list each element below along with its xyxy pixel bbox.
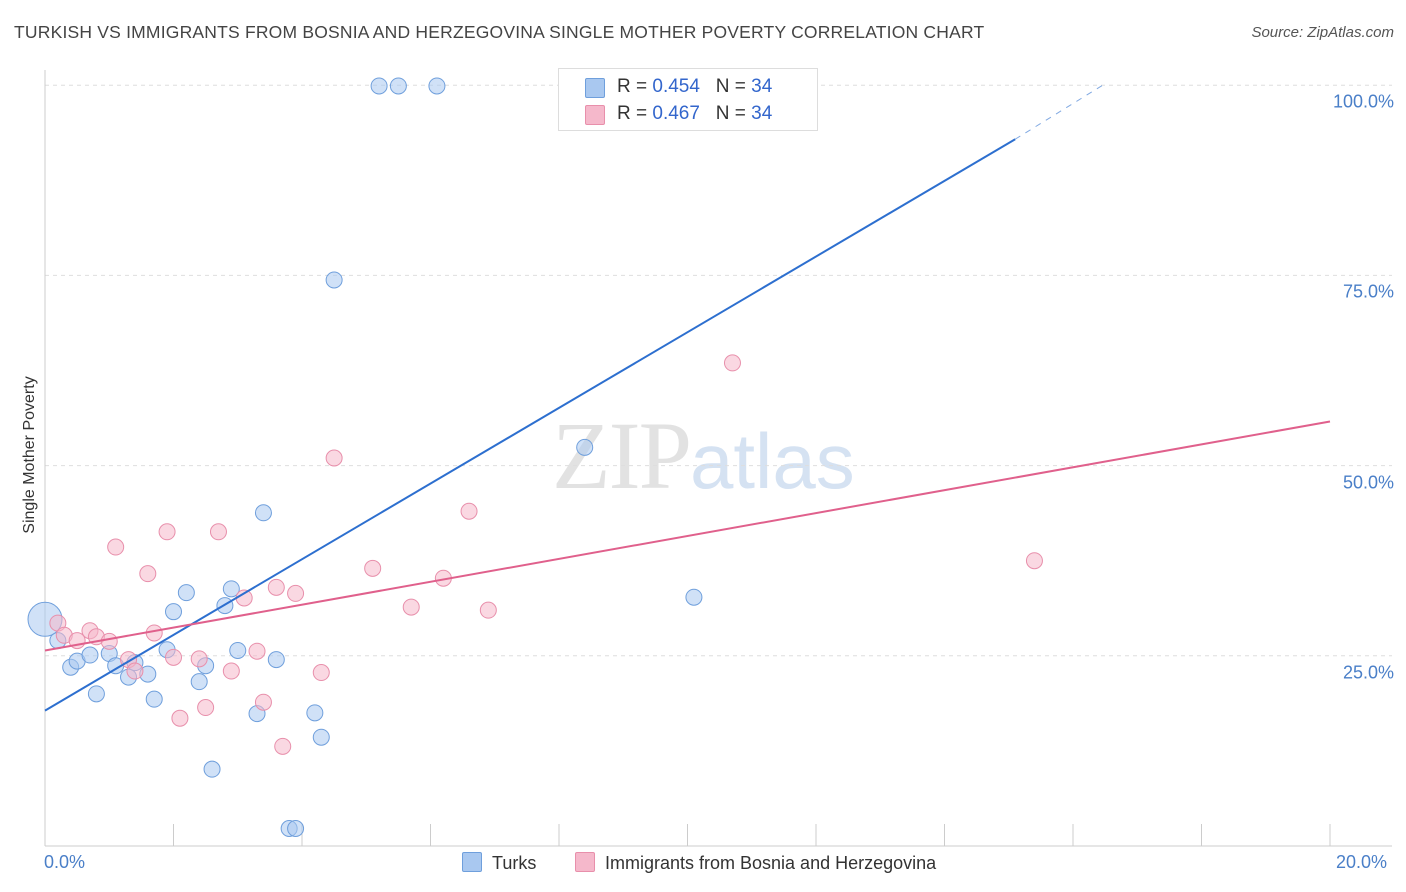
bosnia-point (460, 502, 478, 520)
bosnia-point (100, 632, 118, 650)
x-tick-label-max: 20.0% (1336, 852, 1388, 872)
n-value: 34 (751, 76, 773, 97)
legend-label-bosnia: Immigrants from Bosnia and Herzegovina (605, 853, 937, 873)
n-label: N = (715, 76, 752, 97)
y-axis-label: Single Mother Poverty (21, 376, 38, 534)
bosnia-point (287, 584, 305, 602)
turks-point (203, 760, 221, 778)
n-value: 34 (751, 103, 773, 124)
bosnia-point (171, 709, 189, 727)
watermark: ZIPatlas (552, 400, 855, 511)
y-tick-label: 50.0% (1342, 472, 1394, 493)
y-tick-label: 75.0% (1342, 281, 1394, 302)
bosnia-swatch (585, 105, 605, 125)
r-label: R = (617, 103, 653, 124)
bosnia-point (126, 662, 144, 680)
r-label: R = (617, 76, 653, 97)
legend-label-turks: Turks (492, 853, 537, 873)
turks-point (229, 641, 247, 659)
bosnia-point (165, 648, 182, 666)
bosnia-point (222, 662, 240, 680)
bosnia-point (267, 578, 285, 596)
turks-point (287, 820, 305, 838)
turks-swatch (585, 78, 605, 98)
bosnia-point (402, 598, 420, 616)
turks-point (81, 646, 99, 664)
turks-trend-line (44, 138, 1016, 712)
n-label: N = (715, 103, 752, 124)
watermark-zip: ZIP (552, 402, 692, 509)
bosnia-point (312, 664, 330, 682)
turks-point (254, 504, 272, 522)
turks-point (145, 690, 163, 708)
bosnia-point (325, 449, 343, 467)
r-value: 0.454 (652, 76, 700, 97)
legend-swatch-bosnia (575, 852, 595, 872)
bosnia-point (107, 538, 125, 556)
bosnia-point (1025, 552, 1043, 570)
bosnia-trend-line (44, 420, 1331, 652)
bosnia-point (158, 523, 176, 541)
bosnia-point (139, 565, 157, 583)
bosnia-point (364, 559, 382, 577)
bosnia-point (209, 523, 227, 541)
r-value: 0.467 (652, 103, 700, 124)
turks-point (325, 271, 343, 289)
turks-point (685, 588, 703, 606)
turks-point (177, 584, 195, 602)
turks-point (190, 673, 208, 691)
y-tick-label: 100.0% (1332, 91, 1394, 112)
turks-point (389, 77, 407, 95)
turks-point (576, 438, 594, 456)
turks-point (87, 685, 105, 703)
turks-trend-extension (1014, 83, 1106, 140)
x-tick-label-min: 0.0% (44, 852, 86, 872)
legend-swatch-turks (462, 852, 482, 872)
watermark-atlas: atlas (690, 417, 855, 505)
legend-item-turks[interactable]: Turks (462, 852, 536, 876)
turks-point (428, 77, 446, 95)
y-tick-label: 25.0% (1342, 662, 1394, 683)
bosnia-point (248, 642, 266, 660)
bosnia-point (190, 650, 208, 668)
turks-point (306, 704, 324, 722)
bosnia-point (274, 737, 292, 755)
turks-point (222, 580, 240, 598)
chart-title: TURKISH VS IMMIGRANTS FROM BOSNIA AND HE… (14, 22, 985, 42)
turks-point (312, 728, 330, 746)
bosnia-point (479, 601, 497, 619)
bosnia-stats-text: R = 0.467 N = 34 (617, 103, 772, 125)
turks-point (165, 603, 182, 621)
bosnia-point (723, 354, 741, 372)
bosnia-point (254, 693, 272, 711)
turks-point (370, 77, 388, 95)
correlation-stats-box: R = 0.454 N = 34 R = 0.467 N = 34 (558, 68, 818, 131)
legend-item-bosnia[interactable]: Immigrants from Bosnia and Herzegovina (575, 852, 936, 876)
turks-point (267, 651, 285, 669)
bosnia-point (197, 699, 215, 717)
turks-stats-text: R = 0.454 N = 34 (617, 76, 772, 98)
source-credit: Source: ZipAtlas.com (1251, 24, 1394, 41)
